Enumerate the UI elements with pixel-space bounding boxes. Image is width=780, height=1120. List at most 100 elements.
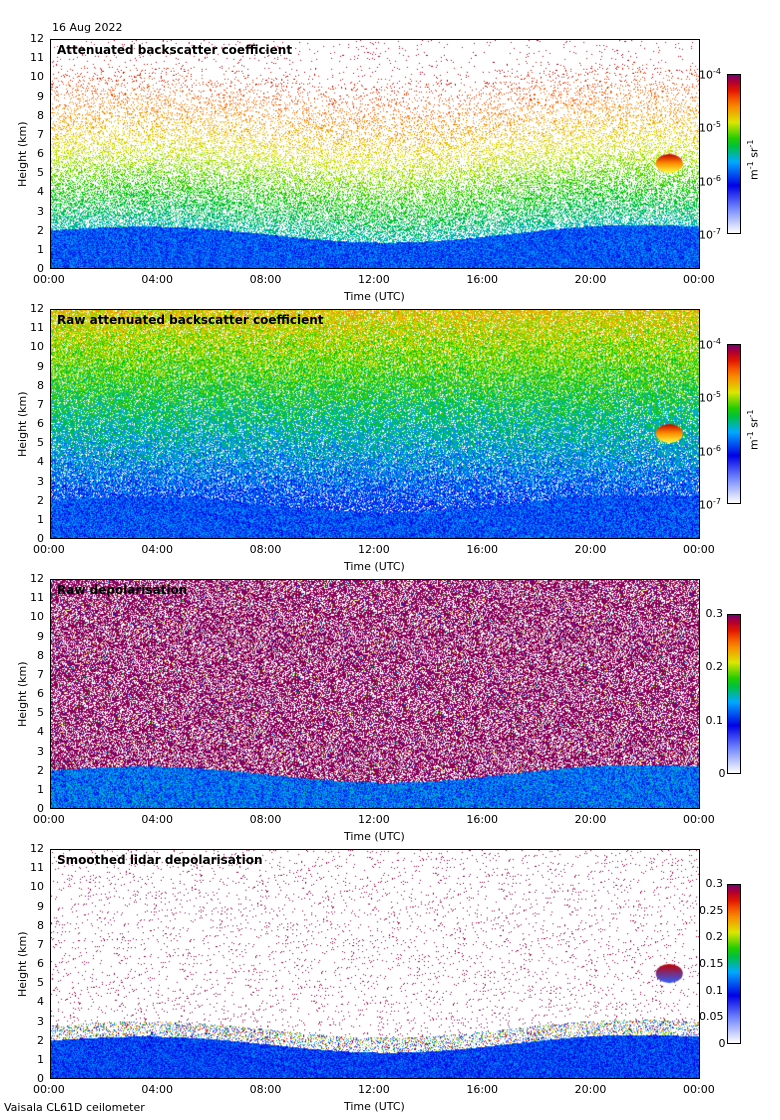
y-tick-label: 1 [37,782,44,796]
y-tick-label: 9 [37,629,44,643]
y-tick-label: 10 [30,880,44,894]
y-tick-label: 8 [37,378,44,392]
colorbar-tick-label: 10-5 [699,390,721,405]
unit-part: m [747,439,761,450]
colorbar-tick-label: 0.3 [706,607,724,620]
x-axis-label: Time (UTC) [344,290,405,303]
y-tick-label: 5 [37,976,44,990]
x-tick-label: 12:00 [358,273,390,286]
y-tick-label: 8 [37,108,44,122]
x-tick-label: 08:00 [249,813,282,826]
tick-exponent: -7 [713,497,721,506]
colorbar-unit: m-1 sr-1 [746,140,761,180]
y-tick-label: 8 [37,918,44,932]
tick-value: 0 [718,1037,726,1050]
y-tick-label: 9 [37,89,44,103]
tick-value: 0.1 [705,713,724,727]
tick-base: 10 [699,175,713,189]
colorbar-tick-label: 0.3 [706,877,724,890]
panel-title: Attenuated backscatter coefficient [57,43,293,57]
tick-base: 10 [699,228,713,242]
y-tick-label: 6 [37,417,44,430]
colorbar-unit: m-1 sr-1 [746,410,761,450]
x-tick-label: 04:00 [141,1083,174,1096]
y-tick-label: 7 [37,397,44,411]
y-tick-label: 11 [30,591,44,605]
tick-base: 10 [699,445,713,459]
x-tick-label: 00:00 [683,273,715,286]
unit-part: -1 [746,161,755,170]
x-axis-label: Time (UTC) [344,560,405,573]
colorbar-tick-label: 0.2 [706,930,724,943]
panel-title: Raw depolarisation [57,583,188,597]
y-tick-label: 1 [37,1052,44,1066]
colorbar [727,884,741,1044]
x-tick-label: 00:00 [683,543,715,556]
x-tick-label: 16:00 [466,543,499,556]
tick-exponent: -5 [713,120,721,130]
colorbar [727,344,741,504]
tick-base: 10 [699,498,713,512]
tick-exponent: -4 [713,67,721,76]
x-tick-label: 04:00 [141,273,174,286]
y-tick-label: 4 [37,995,44,1009]
y-tick-label: 8 [37,648,44,662]
tick-base: 10 [699,338,713,352]
y-axis-label: Height (km) [16,121,29,187]
y-tick-label: 0 [37,1072,44,1085]
y-tick-label: 6 [37,687,44,700]
y-tick-label: 0 [37,802,44,815]
y-tick-label: 10 [30,340,44,354]
colorbar-tick-label: 10-7 [699,227,721,242]
x-tick-label: 00:00 [33,813,65,826]
heatmap-plot [50,309,700,539]
colorbar-tick-label: 10-5 [699,120,721,135]
tick-base: 10 [699,121,713,135]
x-tick-label: 12:00 [358,1083,390,1096]
colorbar-tick-label: 0.15 [699,957,724,970]
tick-value: 0.2 [705,660,724,674]
x-tick-label: 20:00 [574,543,607,556]
y-tick-label: 1 [37,242,44,256]
y-tick-label: 6 [37,147,44,160]
x-tick-label: 20:00 [574,273,607,286]
y-tick-label: 11 [30,321,44,335]
colorbar-tick-label: 10-4 [699,337,721,352]
y-tick-label: 5 [37,706,44,720]
tick-exponent: -4 [713,337,721,346]
y-axis-label: Height (km) [16,391,29,457]
panel-title: Raw attenuated backscatter coefficient [57,313,324,327]
y-tick-label: 10 [30,610,44,624]
x-tick-label: 08:00 [249,273,282,286]
y-tick-label: 7 [37,937,44,951]
y-tick-label: 10 [30,70,44,84]
heatmap-plot [50,579,700,809]
y-tick-label: 3 [37,204,44,218]
y-tick-label: 6 [37,957,44,970]
y-axis-label: Height (km) [16,661,29,727]
y-tick-label: 11 [30,861,44,875]
x-axis-label: Time (UTC) [344,1100,405,1113]
x-tick-label: 00:00 [33,273,65,286]
y-tick-label: 2 [37,493,44,507]
tick-value: 0.1 [705,983,724,997]
y-tick-label: 2 [37,1033,44,1047]
tick-exponent: -6 [713,173,721,183]
colorbar [727,614,741,774]
y-tick-label: 5 [37,166,44,180]
y-tick-label: 9 [37,899,44,913]
colorbar-tick-label: 10-7 [699,497,721,512]
x-tick-label: 04:00 [141,543,174,556]
x-tick-label: 08:00 [249,543,282,556]
colorbar-tick-label: 10-6 [699,174,721,189]
y-tick-label: 2 [37,223,44,237]
x-tick-label: 20:00 [574,1083,607,1096]
y-tick-label: 3 [37,474,44,488]
y-tick-label: 12 [30,572,44,585]
x-tick-label: 00:00 [33,543,65,556]
y-tick-label: 4 [37,455,44,469]
y-tick-label: 5 [37,436,44,450]
date-label: 16 Aug 2022 [52,21,123,34]
x-tick-label: 00:00 [33,1083,65,1096]
tick-base: 10 [699,68,713,82]
